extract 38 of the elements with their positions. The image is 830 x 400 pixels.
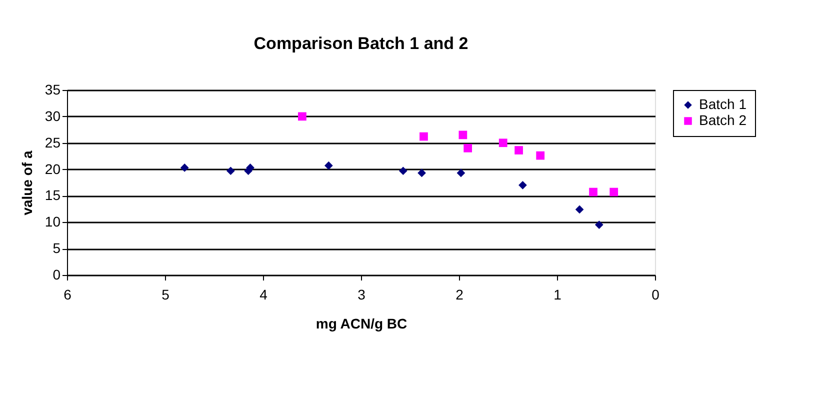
- x-tick-label: 1: [554, 286, 562, 302]
- y-tick-label: 20: [44, 160, 61, 177]
- point: [398, 166, 408, 176]
- y-tick-label: 15: [44, 187, 61, 204]
- y-tick-label: 10: [44, 214, 61, 230]
- legend-label: Batch 1: [699, 96, 747, 112]
- chart-title: Comparison Batch 1 and 2: [254, 34, 468, 53]
- legend-label: Batch 2: [699, 112, 747, 128]
- point: [498, 138, 508, 148]
- point: [594, 220, 604, 229]
- point: [180, 164, 189, 172]
- point: [575, 205, 584, 214]
- x-tick-label: 3: [358, 286, 366, 302]
- y-tick-label: 5: [52, 240, 61, 256]
- point: [420, 132, 428, 141]
- x-tick-label: 6: [64, 286, 72, 302]
- point: [610, 188, 618, 196]
- y-tick-label: 25: [44, 134, 61, 150]
- y-axis-title: value of a: [18, 150, 35, 216]
- point: [458, 130, 468, 140]
- x-tick-label: 4: [260, 286, 268, 302]
- point: [418, 168, 426, 178]
- x-axis-title: mg ACN/g BC: [316, 316, 408, 332]
- y-tick-label: 35: [44, 82, 61, 98]
- point: [324, 161, 333, 170]
- point: [514, 146, 523, 154]
- point: [518, 180, 527, 190]
- point: [536, 151, 545, 160]
- point: [589, 188, 598, 196]
- point: [464, 144, 472, 152]
- point: [456, 168, 466, 178]
- point: [226, 166, 235, 176]
- x-tick-label: 0: [652, 286, 660, 302]
- x-tick-label: 2: [456, 286, 464, 302]
- y-tick-label: 0: [52, 266, 61, 282]
- y-tick-label: 30: [44, 108, 61, 124]
- point: [298, 112, 306, 121]
- x-tick-label: 5: [162, 286, 170, 302]
